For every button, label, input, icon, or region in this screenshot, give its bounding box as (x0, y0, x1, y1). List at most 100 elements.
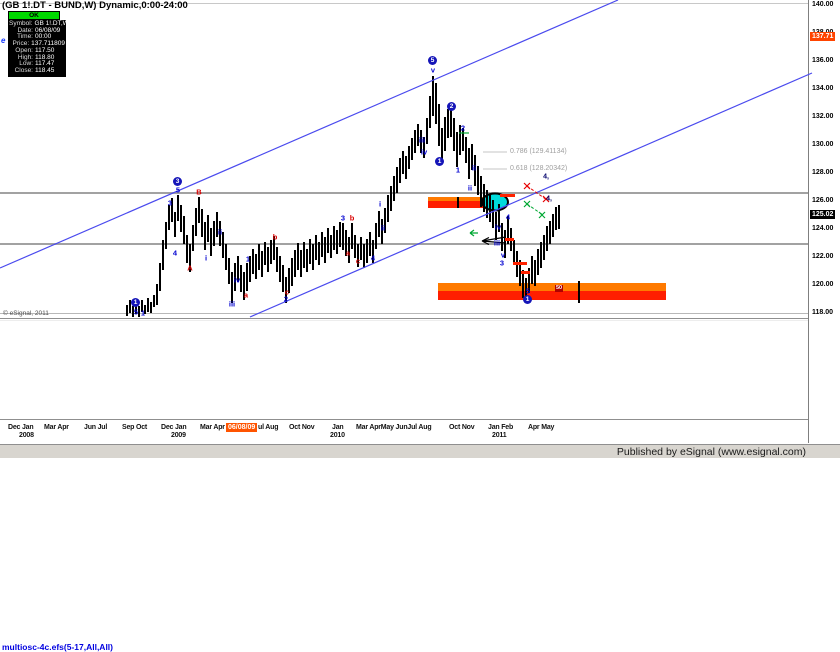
time-axis-label: Mar Apr (200, 424, 225, 431)
price-bar (405, 156, 407, 179)
study-panel: multiosc-4c.efs(5-17,All,All) (0, 321, 808, 652)
time-axis-label: Oct Nov (289, 424, 315, 431)
price-bar (453, 118, 455, 151)
price-bar (174, 212, 176, 238)
price-bar (144, 304, 146, 315)
price-bar (375, 223, 377, 249)
price-bar (228, 258, 230, 284)
price-bar (486, 189, 488, 218)
price-bar (150, 301, 152, 313)
study-panel-bottom-separator (0, 419, 808, 420)
price-bar (129, 300, 131, 313)
price-bar (186, 234, 188, 263)
wave-label: 1 (245, 254, 251, 264)
green-x-marker (538, 211, 546, 219)
price-bar (201, 209, 203, 238)
price-axis-label: 140.00 (812, 1, 834, 8)
cursor-price-tag: 137.71 (810, 32, 836, 42)
price-bar (555, 206, 557, 231)
price-bar (333, 226, 335, 250)
resistance-line-126 (0, 192, 808, 194)
time-axis-year-label: 2010 (330, 432, 345, 439)
price-axis-label: 126.00 (812, 197, 834, 204)
chart-title: (GB 1!.DT - BUND,W) Dynamic,0:00-24:00 (2, 0, 188, 11)
price-bar (141, 300, 143, 312)
price-bar (225, 244, 227, 270)
circled-wave-label: 2 (447, 102, 456, 111)
price-bar (270, 240, 272, 264)
price-axis-label: 136.00 (812, 57, 834, 64)
price-bar (321, 231, 323, 257)
price-bar (546, 226, 548, 252)
price-bar (558, 205, 560, 229)
price-bar (492, 199, 494, 228)
wave-label: iv (494, 222, 502, 232)
wave-label: ii (467, 183, 473, 193)
price-bar (303, 241, 305, 269)
time-axis-label: Jun Jul (84, 424, 108, 431)
price-bar (354, 234, 356, 259)
price-bar (126, 304, 128, 316)
price-bar (330, 234, 332, 259)
price-bar (336, 230, 338, 255)
price-axis-label: 124.00 (812, 225, 834, 232)
vertical-marker-line (457, 197, 459, 208)
price-bar (543, 234, 545, 260)
wave-label: 1 (455, 165, 461, 175)
price-bar (240, 265, 242, 292)
wave-label: 4, (546, 195, 552, 203)
time-axis[interactable]: Dec Jan Mar Apr Jun Jul Sep Oct Dec Jan Mar A… (0, 421, 808, 443)
price-bar (534, 259, 536, 287)
price-bar (402, 150, 404, 175)
price-bar (483, 184, 485, 213)
price-bar (501, 223, 503, 252)
price-bar (489, 194, 491, 222)
support-line-123 (0, 243, 808, 245)
price-bar (300, 250, 302, 277)
study-label[interactable]: multiosc-4c.efs(5-17,All,All) (2, 642, 114, 652)
quote-info-value: 118.45 (35, 66, 55, 74)
circled-wave-label: 5 (428, 56, 437, 65)
price-axis-label: 134.00 (812, 85, 834, 92)
time-axis-label: Mar Apr (44, 424, 69, 431)
channel-line-upper[interactable] (0, 0, 619, 269)
wave-label: i (204, 253, 208, 263)
wave-label: 3 (167, 198, 173, 208)
price-bar (267, 247, 269, 273)
wave-label: 3 (340, 213, 346, 223)
price-bar (297, 243, 299, 270)
price-bar (318, 241, 320, 266)
status-bar: Published by eSignal (www.esignal.com) (0, 444, 840, 458)
last-price-tag: 125.02 (810, 209, 836, 219)
panel-separator-dark[interactable] (0, 318, 808, 319)
price-bar (456, 132, 458, 168)
price-bar (282, 265, 284, 292)
price-bar (258, 244, 260, 270)
wave-label: iii (228, 299, 236, 309)
price-bar (237, 255, 239, 283)
price-bar (429, 96, 431, 129)
price-bar (156, 283, 158, 305)
price-bar (327, 227, 329, 253)
price-bar (192, 224, 194, 252)
copyright-watermark: © eSignal, 2011 (3, 310, 49, 317)
price-bar (387, 195, 389, 222)
time-axis-year-label: 2011 (492, 432, 507, 439)
circled-wave-label: 1 (523, 295, 532, 304)
wave4-path-green-dashed (526, 203, 544, 216)
price-bar (153, 294, 155, 308)
status-ok-badge: OK (8, 11, 60, 20)
esignal-logo-icon: e (1, 36, 6, 45)
green-left-arrow (469, 229, 478, 237)
price-bar (309, 238, 311, 264)
demand-zone (438, 283, 666, 300)
zone-fifty-label: 50 (555, 285, 564, 292)
wave-label: 3 (499, 258, 505, 268)
price-bar (276, 247, 278, 273)
price-axis[interactable]: 140.00138.00136.00134.00132.00130.00128.… (809, 0, 840, 443)
price-bar (513, 240, 515, 264)
price-bar (399, 157, 401, 183)
price-bar (426, 118, 428, 144)
price-bar (339, 222, 341, 248)
price-axis-label: 118.00 (812, 309, 834, 316)
